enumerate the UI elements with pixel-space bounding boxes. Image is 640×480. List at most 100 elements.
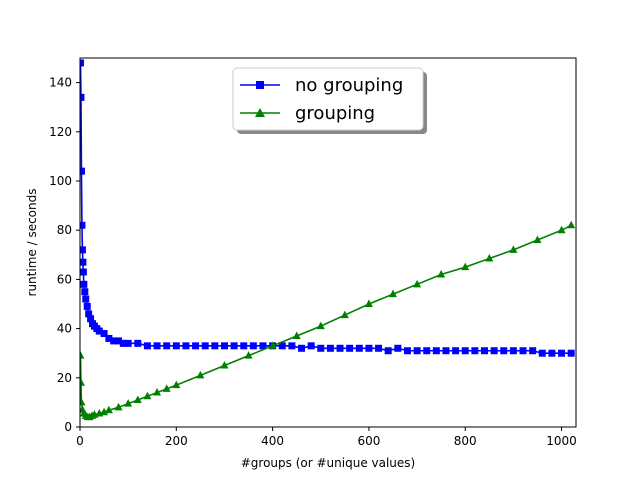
data-point-no-grouping — [461, 347, 469, 355]
data-point-no-grouping — [134, 339, 142, 347]
data-point-no-grouping — [365, 344, 373, 352]
data-point-no-grouping — [538, 349, 546, 357]
data-point-grouping — [80, 397, 86, 406]
data-point-grouping — [364, 299, 373, 307]
series-line-grouping — [80, 224, 572, 418]
data-point-no-grouping — [249, 342, 257, 350]
data-point-no-grouping — [558, 349, 566, 357]
data-point-no-grouping — [500, 347, 508, 355]
data-point-no-grouping — [182, 342, 190, 350]
data-point-no-grouping — [192, 342, 200, 350]
legend-label-grouping: grouping — [295, 103, 375, 124]
data-point-grouping — [413, 279, 422, 288]
data-point-no-grouping — [80, 280, 88, 288]
data-point-no-grouping — [346, 344, 354, 352]
data-point-no-grouping — [80, 167, 85, 175]
y-tick-label: 80 — [57, 223, 72, 237]
data-point-grouping — [196, 370, 205, 379]
data-point-no-grouping — [87, 315, 95, 323]
data-point-grouping — [437, 269, 446, 278]
axes-layer: 0 200 400 600 800 1000 0 20 40 60 80 100 120 140 — [49, 76, 577, 448]
data-point-no-grouping — [529, 347, 537, 355]
data-point-grouping — [100, 407, 109, 416]
data-point-no-grouping — [452, 347, 460, 355]
legend-marker-no-grouping — [256, 81, 264, 89]
data-point-no-grouping — [423, 347, 431, 355]
data-point-no-grouping — [80, 93, 85, 101]
data-point-no-grouping — [81, 288, 89, 296]
plot-frame — [79, 57, 577, 428]
data-point-no-grouping — [83, 302, 91, 310]
data-point-no-grouping — [432, 347, 440, 355]
data-point-grouping — [143, 391, 152, 400]
data-point-no-grouping — [326, 344, 334, 352]
data-point-no-grouping — [110, 337, 118, 345]
data-point-grouping — [80, 378, 85, 386]
data-point-grouping — [162, 384, 171, 392]
data-point-no-grouping — [307, 342, 315, 350]
data-point-no-grouping — [80, 221, 86, 229]
data-point-no-grouping — [471, 347, 479, 355]
data-point-no-grouping — [240, 342, 248, 350]
data-point-grouping — [292, 331, 301, 339]
x-tick-label: 200 — [165, 434, 188, 448]
data-point-grouping — [567, 220, 576, 229]
x-tick-label: 800 — [454, 434, 477, 448]
data-point-grouping — [268, 341, 277, 349]
data-point-grouping — [220, 361, 229, 369]
data-point-grouping — [485, 253, 494, 262]
x-tick-label: 600 — [357, 434, 380, 448]
legend: no grouping grouping — [232, 67, 427, 134]
data-point-no-grouping — [124, 339, 132, 347]
data-point-grouping — [557, 225, 566, 234]
data-point-no-grouping — [384, 347, 392, 355]
data-point-grouping — [461, 262, 470, 271]
data-point-no-grouping — [288, 342, 296, 350]
data-point-grouping — [124, 399, 133, 407]
data-point-no-grouping — [80, 258, 87, 266]
legend-label-no-grouping: no grouping — [295, 75, 403, 96]
y-tick-label: 20 — [57, 371, 72, 385]
data-point-grouping — [340, 310, 349, 319]
data-point-grouping — [114, 402, 123, 411]
legend-marker-grouping — [255, 108, 265, 117]
data-point-grouping — [509, 245, 518, 253]
data-point-no-grouping — [163, 342, 171, 350]
data-point-no-grouping — [375, 344, 383, 352]
data-point-no-grouping — [201, 342, 209, 350]
data-point-no-grouping — [403, 347, 411, 355]
data-point-no-grouping — [394, 344, 402, 352]
data-point-grouping — [153, 388, 162, 396]
y-tick-label: 60 — [57, 272, 72, 286]
data-point-grouping — [133, 395, 142, 403]
data-point-no-grouping — [336, 344, 344, 352]
data-point-no-grouping — [82, 295, 90, 303]
y-tick-label: 0 — [64, 420, 72, 434]
x-tick-label: 1000 — [546, 434, 577, 448]
data-point-no-grouping — [509, 347, 517, 355]
data-point-no-grouping — [567, 349, 575, 357]
y-tick-label: 40 — [57, 322, 72, 336]
data-point-no-grouping — [481, 347, 489, 355]
data-point-no-grouping — [172, 342, 180, 350]
y-axis-label: runtime / seconds — [25, 189, 39, 297]
data-point-grouping — [533, 235, 542, 244]
data-point-no-grouping — [100, 330, 108, 338]
y-tick-label: 140 — [49, 76, 72, 90]
data-point-no-grouping — [80, 59, 84, 67]
x-tick-label: 0 — [76, 434, 84, 448]
data-point-no-grouping — [278, 342, 286, 350]
data-point-no-grouping — [80, 268, 87, 276]
x-tick-label: 400 — [261, 434, 284, 448]
data-point-no-grouping — [95, 327, 103, 335]
data-point-no-grouping — [519, 347, 527, 355]
data-point-grouping — [316, 321, 325, 330]
data-point-no-grouping — [119, 339, 127, 347]
data-point-grouping — [244, 351, 253, 359]
data-point-no-grouping — [317, 344, 325, 352]
data-point-no-grouping — [85, 310, 93, 318]
data-point-no-grouping — [298, 344, 306, 352]
series-grouping — [80, 220, 576, 421]
data-point-grouping — [104, 405, 113, 414]
